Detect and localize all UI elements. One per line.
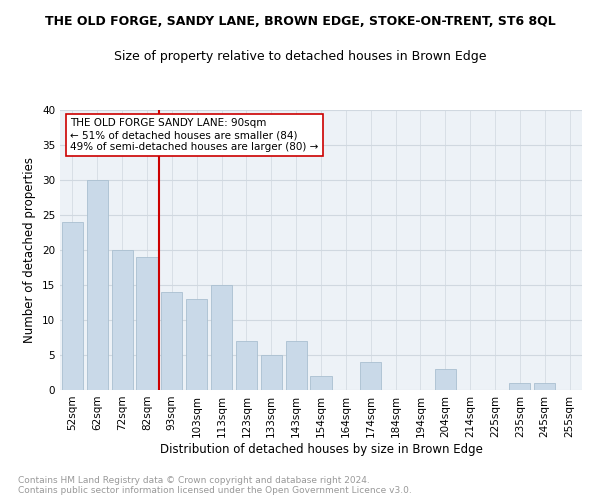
- Bar: [62, 222, 83, 390]
- Bar: [509, 383, 530, 390]
- Bar: [261, 355, 282, 390]
- Bar: [360, 362, 381, 390]
- Text: Size of property relative to detached houses in Brown Edge: Size of property relative to detached ho…: [114, 50, 486, 63]
- Text: Contains HM Land Registry data © Crown copyright and database right 2024.
Contai: Contains HM Land Registry data © Crown c…: [18, 476, 412, 495]
- Bar: [534, 383, 555, 390]
- X-axis label: Distribution of detached houses by size in Brown Edge: Distribution of detached houses by size …: [160, 442, 482, 456]
- Text: THE OLD FORGE SANDY LANE: 90sqm
← 51% of detached houses are smaller (84)
49% of: THE OLD FORGE SANDY LANE: 90sqm ← 51% of…: [70, 118, 319, 152]
- Bar: [310, 376, 332, 390]
- Bar: [87, 180, 108, 390]
- Text: THE OLD FORGE, SANDY LANE, BROWN EDGE, STOKE-ON-TRENT, ST6 8QL: THE OLD FORGE, SANDY LANE, BROWN EDGE, S…: [44, 15, 556, 28]
- Bar: [236, 341, 257, 390]
- Bar: [435, 369, 456, 390]
- Bar: [211, 285, 232, 390]
- Bar: [286, 341, 307, 390]
- Bar: [112, 250, 133, 390]
- Bar: [161, 292, 182, 390]
- Y-axis label: Number of detached properties: Number of detached properties: [23, 157, 37, 343]
- Bar: [186, 299, 207, 390]
- Bar: [136, 257, 158, 390]
